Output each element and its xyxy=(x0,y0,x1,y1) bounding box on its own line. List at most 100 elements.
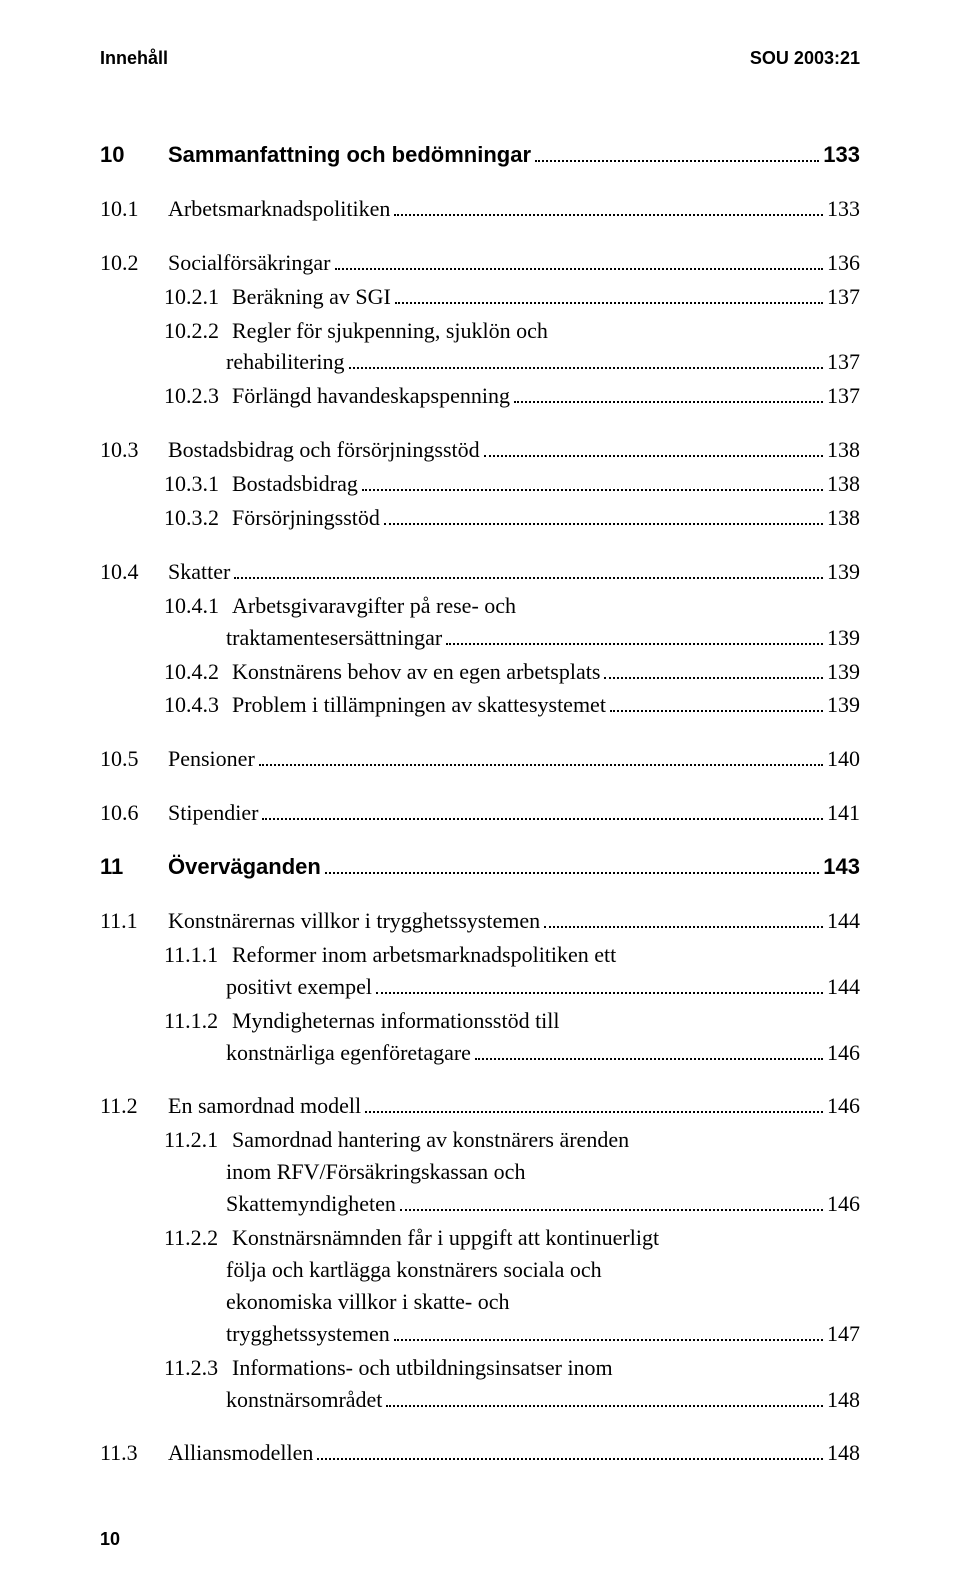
toc-entry: 10.4.1Arbetsgivaravgifter på rese- och xyxy=(100,590,860,622)
toc-number: 10.3.2 xyxy=(164,502,232,534)
toc-title: Skattemyndigheten xyxy=(226,1188,396,1220)
toc-leader-dots xyxy=(604,677,823,679)
toc-entry-last: traktamentesersättningar 139 xyxy=(100,622,860,654)
toc-page-number: 133 xyxy=(827,193,860,225)
toc-number: 10.5 xyxy=(100,743,168,775)
document-page: Innehåll SOU 2003:21 10Sammanfattning oc… xyxy=(0,0,960,1590)
toc-entry: 10.3Bostadsbidrag och försörjningsstöd13… xyxy=(100,434,860,466)
toc-entry: 11.2En samordnad modell 146 xyxy=(100,1090,860,1122)
toc-leader-dots xyxy=(259,764,823,766)
toc-page-number: 141 xyxy=(827,797,860,829)
toc-title: En samordnad modell xyxy=(168,1090,361,1122)
toc-leader-dots xyxy=(400,1209,823,1211)
toc-entry: 10.2.3Förlängd havandeskapspenning137 xyxy=(100,380,860,412)
toc-leader-dots xyxy=(376,992,823,994)
table-of-contents: 10Sammanfattning och bedömningar13310.1A… xyxy=(100,139,860,1469)
toc-entry: 10.6Stipendier141 xyxy=(100,797,860,829)
toc-leader-dots xyxy=(446,643,823,645)
toc-leader-dots xyxy=(514,401,823,403)
toc-entry: 11.1Konstnärernas villkor i trygghetssys… xyxy=(100,905,860,937)
page-number: 10 xyxy=(100,1529,120,1550)
toc-number: 11.2.3 xyxy=(164,1352,232,1384)
toc-entry-continuation: följa och kartlägga konstnärers sociala … xyxy=(100,1254,860,1286)
toc-page-number: 147 xyxy=(827,1318,860,1350)
toc-title: Pensioner xyxy=(168,743,255,775)
page-header: Innehåll SOU 2003:21 xyxy=(100,48,860,69)
toc-title: Konstnärsnämnden får i uppgift att konti… xyxy=(232,1222,659,1254)
toc-leader-dots xyxy=(610,710,823,712)
toc-leader-dots xyxy=(386,1405,823,1407)
toc-title: Konstnärernas villkor i trygghetssysteme… xyxy=(168,905,540,937)
toc-number: 10.4.2 xyxy=(164,656,232,688)
toc-number: 10.2.2 xyxy=(164,315,232,347)
toc-entry: 10Sammanfattning och bedömningar133 xyxy=(100,139,860,171)
toc-entry-last: rehabilitering 137 xyxy=(100,346,860,378)
toc-number: 10.2.3 xyxy=(164,380,232,412)
toc-entry: 10.3.2Försörjningsstöd138 xyxy=(100,502,860,534)
toc-title: Regler för sjukpenning, sjuklön och xyxy=(232,315,548,347)
toc-title: traktamentesersättningar xyxy=(226,622,442,654)
toc-title: rehabilitering xyxy=(226,346,345,378)
toc-title: Arbetsgivaravgifter på rese- och xyxy=(232,590,516,622)
toc-page-number: 137 xyxy=(827,346,860,378)
toc-page-number: 138 xyxy=(827,434,860,466)
toc-title: Skatter xyxy=(168,556,230,588)
toc-number: 10.3.1 xyxy=(164,468,232,500)
toc-title: Beräkning av SGI xyxy=(232,281,391,313)
toc-leader-dots xyxy=(475,1058,823,1060)
toc-leader-dots xyxy=(349,367,823,369)
toc-entry-last: konstnärsområdet148 xyxy=(100,1384,860,1416)
toc-entry-last: positivt exempel144 xyxy=(100,971,860,1003)
toc-entry: 10.3.1Bostadsbidrag 138 xyxy=(100,468,860,500)
toc-entry: 11.3Alliansmodellen148 xyxy=(100,1437,860,1469)
toc-entry: 11.2.3Informations- och utbildningsinsat… xyxy=(100,1352,860,1384)
toc-number: 10.2 xyxy=(100,247,168,279)
toc-page-number: 138 xyxy=(827,502,860,534)
toc-page-number: 146 xyxy=(827,1188,860,1220)
toc-entry: 11.2.2Konstnärsnämnden får i uppgift att… xyxy=(100,1222,860,1254)
toc-leader-dots xyxy=(325,872,819,874)
header-right: SOU 2003:21 xyxy=(750,48,860,69)
toc-number: 11.2 xyxy=(100,1090,168,1122)
toc-leader-dots xyxy=(317,1458,823,1460)
toc-number: 10.2.1 xyxy=(164,281,232,313)
toc-entry-last: trygghetssystemen 147 xyxy=(100,1318,860,1350)
toc-page-number: 133 xyxy=(823,139,860,171)
toc-entry-last: Skattemyndigheten 146 xyxy=(100,1188,860,1220)
toc-title: Informations- och utbildningsinsatser in… xyxy=(232,1352,613,1384)
toc-number: 10.4.1 xyxy=(164,590,232,622)
toc-number: 11.1.2 xyxy=(164,1005,232,1037)
toc-number: 11.3 xyxy=(100,1437,168,1469)
toc-title: Bostadsbidrag xyxy=(232,468,358,500)
toc-number: 11.2.1 xyxy=(164,1124,232,1156)
toc-title: Konstnärens behov av en egen arbetsplats xyxy=(232,656,600,688)
toc-title: trygghetssystemen xyxy=(226,1318,390,1350)
toc-title: Myndigheternas informationsstöd till xyxy=(232,1005,560,1037)
toc-number: 10.1 xyxy=(100,193,168,225)
toc-title: Arbetsmarknadspolitiken xyxy=(168,193,390,225)
toc-title: Reformer inom arbetsmarknadspolitiken et… xyxy=(232,939,616,971)
toc-title: Bostadsbidrag och försörjningsstöd xyxy=(168,434,480,466)
toc-page-number: 146 xyxy=(827,1090,860,1122)
toc-page-number: 139 xyxy=(827,622,860,654)
toc-entry: 10.2Socialförsäkringar136 xyxy=(100,247,860,279)
toc-leader-dots xyxy=(544,926,823,928)
toc-title: Stipendier xyxy=(168,797,258,829)
toc-number: 11.1 xyxy=(100,905,168,937)
toc-entry: 11.1.2Myndigheternas informationsstöd ti… xyxy=(100,1005,860,1037)
toc-title: konstnärsområdet xyxy=(226,1384,382,1416)
toc-page-number: 140 xyxy=(827,743,860,775)
toc-entry: 11.2.1Samordnad hantering av konstnärers… xyxy=(100,1124,860,1156)
toc-page-number: 136 xyxy=(827,247,860,279)
toc-number: 10.4 xyxy=(100,556,168,588)
toc-page-number: 144 xyxy=(827,971,860,1003)
toc-entry: 10.5Pensioner 140 xyxy=(100,743,860,775)
toc-entry-last: konstnärliga egenföretagare146 xyxy=(100,1037,860,1069)
toc-page-number: 138 xyxy=(827,468,860,500)
toc-entry: 10.4.2Konstnärens behov av en egen arbet… xyxy=(100,656,860,688)
toc-entry: 10.4.3Problem i tillämpningen av skattes… xyxy=(100,689,860,721)
toc-number: 10.4.3 xyxy=(164,689,232,721)
header-left: Innehåll xyxy=(100,48,168,69)
toc-leader-dots xyxy=(262,818,823,820)
toc-leader-dots xyxy=(362,489,823,491)
